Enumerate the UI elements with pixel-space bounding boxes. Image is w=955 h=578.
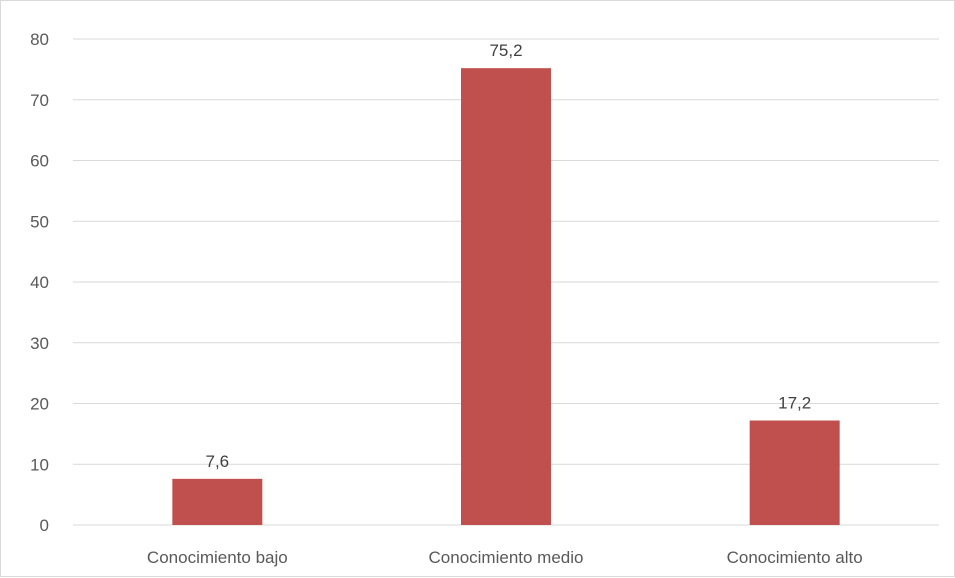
y-axis: 0 10 20 30 40 50 60 70 80 [30,30,49,535]
y-tick-label: 30 [30,334,49,353]
data-label-3: 17,2 [778,394,811,413]
y-tick-label: 70 [30,91,49,110]
category-label-2: Conocimiento medio [429,548,584,567]
category-label-3: Conocimiento alto [727,548,863,567]
y-tick-label: 40 [30,273,49,292]
bar-1 [172,478,263,525]
y-tick-label: 0 [40,516,49,535]
bars [172,68,840,525]
bar-2 [461,68,551,525]
data-label-1: 7,6 [206,452,230,471]
category-label-1: Conocimiento bajo [147,548,288,567]
x-axis: Conocimiento bajo Conocimiento medio Conoc… [147,548,863,567]
y-tick-label: 80 [30,30,49,49]
y-tick-label: 10 [30,455,49,474]
y-tick-label: 20 [30,395,49,414]
y-tick-label: 50 [30,212,49,231]
y-tick-label: 60 [30,152,49,171]
data-labels: 7,6 75,2 17,2 [206,41,812,471]
data-label-2: 75,2 [489,41,522,60]
bar-3 [749,420,840,525]
